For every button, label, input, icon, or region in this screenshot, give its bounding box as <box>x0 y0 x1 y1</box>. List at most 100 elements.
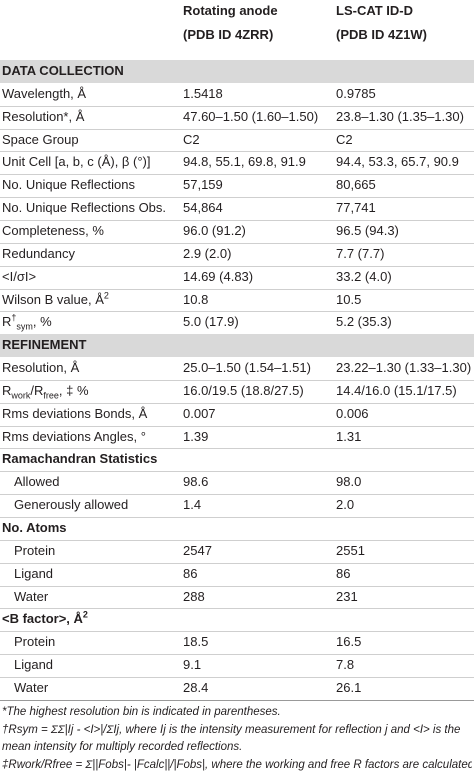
label-part: 2 <box>103 290 109 301</box>
cell-value: 23.22–1.30 (1.33–1.30) <box>336 360 472 376</box>
cell-value: 14.4/16.0 (15.1/17.5) <box>336 382 457 398</box>
rule <box>0 402 474 404</box>
footnote: *The highest resolution bin is indicated… <box>2 705 281 718</box>
row-label: Water <box>14 588 49 604</box>
cell-value: 96.5 (94.3) <box>336 222 399 238</box>
rule <box>0 585 474 587</box>
cell-value: 94.4, 53.3, 65.7, 90.9 <box>336 154 459 170</box>
cell-value: 16.0/19.5 (18.8/27.5) <box>183 382 304 398</box>
row-label: Ligand <box>14 657 54 673</box>
cell-value: 9.1 <box>183 657 202 673</box>
cell-value: 23.8–1.30 (1.35–1.30) <box>336 108 464 124</box>
row-label: Ramachandran Statistics <box>2 451 158 467</box>
cell-value: 96.0 (91.2) <box>183 222 246 238</box>
row-label: Wavelength, Å <box>2 85 87 101</box>
rule <box>0 654 474 656</box>
row-label: Protein <box>14 634 56 650</box>
label-part: /R <box>30 382 44 398</box>
cell-value: 80,665 <box>336 177 376 193</box>
footnote: †Rsym = ΣΣ|Ij - <I>|/ΣIj, where Ij is th… <box>2 723 461 753</box>
cell-value: 0.9785 <box>336 85 376 101</box>
row-label: <I/σI> <box>2 268 37 284</box>
cell-value: 25.0–1.50 (1.54–1.51) <box>183 360 311 376</box>
rule <box>0 494 474 496</box>
cell-value: 231 <box>336 588 358 604</box>
row-label: Rms deviations Bonds, Å <box>2 405 148 421</box>
cell-value: 7.8 <box>336 657 355 673</box>
cell-value: 14.69 (4.83) <box>183 268 254 284</box>
cell-value: 18.5 <box>183 634 209 650</box>
rule <box>0 219 474 221</box>
cell-value: 10.8 <box>183 291 209 307</box>
row-label: Rms deviations Angles, ° <box>2 428 146 444</box>
row-label: Completeness, % <box>2 222 104 238</box>
row-label: Resolution, Å <box>2 360 80 376</box>
rule <box>0 425 474 427</box>
cell-value: 28.4 <box>183 679 209 695</box>
row-label: Generously allowed <box>14 497 129 513</box>
rule <box>0 242 474 244</box>
cell-value: 5.2 (35.3) <box>336 314 392 330</box>
row-label: Wilson B value, Å2 <box>2 289 109 311</box>
row-label: Water <box>14 679 49 695</box>
column-header: LS-CAT ID-D <box>336 3 414 18</box>
row-label: No. Atoms <box>2 520 67 535</box>
cell-value: 47.60–1.50 (1.60–1.50) <box>183 108 319 124</box>
label-part: Wilson B value, Å <box>2 291 104 307</box>
label-part: <B factor>, Å <box>2 611 83 627</box>
rule <box>0 174 474 176</box>
row-label: <B factor>, Å2 <box>2 608 88 630</box>
row-label: Ligand <box>14 565 54 581</box>
rule <box>0 517 474 518</box>
row-label: Rwork/Rfree, ‡ % <box>2 380 89 402</box>
cell-value: C2 <box>336 131 353 147</box>
section-title: REFINEMENT <box>2 337 87 353</box>
column-header: Rotating anode <box>183 3 278 18</box>
row-label: Protein <box>14 542 56 558</box>
label-part: R <box>2 314 12 330</box>
footnote: ‡Rwork/Rfree = Σ||Fobs|- |Fcalc||/|Fobs|… <box>2 758 472 771</box>
rule <box>0 562 474 564</box>
cell-value: 86 <box>183 565 198 581</box>
row-label: Unit Cell [a, b, c (Å), β (°)] <box>2 154 151 170</box>
column-header: (PDB ID 4ZRR) <box>183 27 274 42</box>
cell-value: C2 <box>183 131 200 147</box>
cell-value: 1.39 <box>183 428 209 444</box>
rule <box>0 608 474 610</box>
row-label: Allowed <box>14 474 60 490</box>
rule <box>0 128 474 130</box>
label-part: , ‡ % <box>58 382 89 398</box>
label-part: † <box>11 313 17 324</box>
cell-value: 33.2 (4.0) <box>336 268 392 284</box>
cell-value: 0.006 <box>336 405 369 421</box>
cell-value: 1.4 <box>183 497 202 513</box>
row-label: Space Group <box>2 131 79 147</box>
section-title: DATA COLLECTION <box>2 63 124 78</box>
cell-value: 94.8, 55.1, 69.8, 91.9 <box>183 154 306 170</box>
column-header: (PDB ID 4Z1W) <box>336 27 427 42</box>
cell-value: 0.007 <box>183 405 216 421</box>
rule <box>0 311 474 313</box>
label-part: work <box>11 390 31 401</box>
rule <box>0 197 474 199</box>
rule <box>0 631 474 633</box>
row-label: Resolution*, Å <box>2 108 85 124</box>
label-part: R <box>2 382 12 398</box>
label-part: , % <box>32 314 52 330</box>
row-label: No. Unique Reflections Obs. <box>2 200 167 216</box>
cell-value: 1.5418 <box>183 85 223 101</box>
cell-value: 1.31 <box>336 428 362 444</box>
row-label: No. Unique Reflections <box>2 177 135 193</box>
cell-value: 2547 <box>183 542 212 558</box>
section-band <box>0 60 474 83</box>
rule <box>0 699 474 701</box>
rule <box>0 288 474 290</box>
cell-value: 10.5 <box>336 291 362 307</box>
rule <box>0 265 474 267</box>
section-band <box>0 334 474 358</box>
cell-value: 54,864 <box>183 200 223 216</box>
rule <box>0 379 474 381</box>
cell-value: 86 <box>336 565 351 581</box>
cell-value: 2.9 (2.0) <box>183 245 232 261</box>
label-part: sym <box>16 321 33 332</box>
